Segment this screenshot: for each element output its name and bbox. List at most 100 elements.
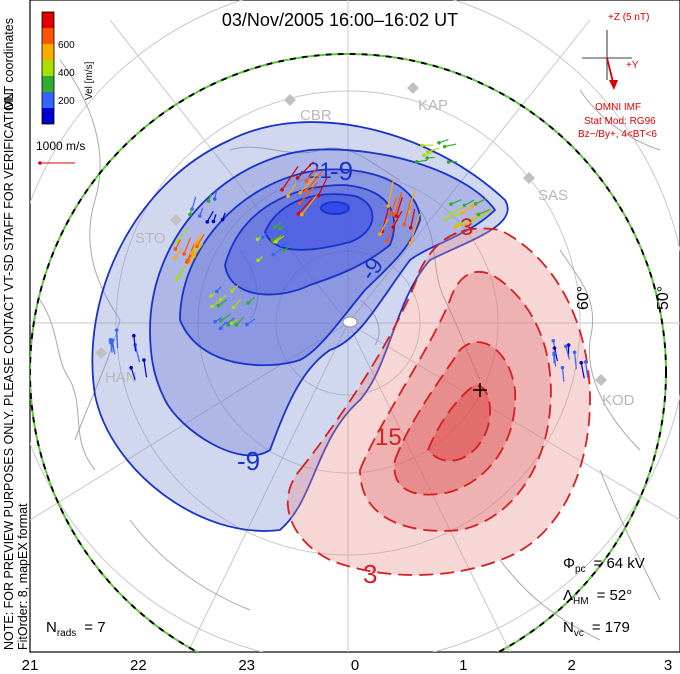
velocity-vector	[379, 218, 389, 235]
velocity-vector-origin	[132, 333, 136, 338]
velocity-vector	[191, 237, 199, 254]
velocity-vector	[444, 143, 457, 148]
velocity-vector-origin	[471, 217, 475, 222]
velocity-vector-origin	[402, 222, 407, 227]
fit-order-note: FitOrder: 8, mapEX format	[16, 503, 30, 650]
velocity-vector-origin	[209, 294, 213, 298]
velocity-vector-origin	[304, 179, 309, 183]
velocity-vector	[393, 191, 403, 216]
mlt-axis: 21 22 23 0 1 2 3	[22, 657, 673, 674]
velocity-vector	[133, 335, 137, 352]
velocity-vector-origin	[173, 255, 177, 260]
velocity-vector	[297, 161, 314, 179]
contour-label-pos-3: 3	[363, 559, 377, 589]
velocity-vector-origin	[425, 150, 430, 154]
velocity-vector-origin	[437, 140, 441, 145]
colorbar-tick-400: 400	[58, 68, 75, 79]
imf-source: OMNI IMF	[595, 102, 641, 113]
velocity-vector-origin	[229, 321, 234, 326]
velocity-vector-origin	[173, 247, 178, 251]
velocity-vector	[317, 176, 328, 196]
reference-vector-label: 1000 m/s	[36, 139, 85, 153]
velocity-vector-origin	[206, 199, 211, 204]
imf-condition: Bz−/By+, 4<BT<6	[578, 129, 657, 140]
velocity-vector	[183, 237, 192, 255]
velocity-vector-origin	[460, 210, 465, 215]
lat-label-60: 60°	[575, 286, 592, 310]
velocity-vector-origin	[443, 217, 448, 221]
velocity-vector-origin	[279, 243, 284, 247]
velocity-vector-origin	[175, 277, 179, 282]
velocity-vector-origin	[231, 305, 236, 310]
velocity-vector-origin	[212, 197, 217, 201]
velocity-vector	[305, 167, 318, 182]
velocity-vector-origin	[579, 360, 584, 365]
velocity-vector-origin	[551, 338, 556, 343]
velocity-vector	[478, 208, 491, 215]
plot-title: 03/Nov/2005 16:00–16:02 UT	[222, 10, 458, 30]
station-label-sas: SAS	[538, 187, 568, 204]
velocity-vector	[565, 346, 570, 360]
velocity-vector-origin	[462, 203, 467, 208]
velocity-colorbar: 600 400 200 Vel [m/s]	[41, 11, 95, 125]
velocity-vector-origin	[272, 225, 277, 229]
velocity-vector-origin	[456, 222, 460, 227]
velocity-vector-origin	[230, 289, 234, 293]
contour-label-neg-4: -9	[237, 446, 260, 476]
velocity-vector-origin	[281, 248, 286, 253]
velocity-vector	[176, 227, 189, 243]
velocity-vector-origin	[453, 225, 457, 229]
velocity-vector-origin	[182, 252, 186, 256]
velocity-vector	[475, 198, 487, 205]
velocity-vector	[191, 196, 197, 210]
velocity-vector	[461, 206, 475, 214]
velocity-vector-origin	[420, 143, 424, 148]
velocity-vector-origin	[300, 212, 304, 217]
station-markers: CBR KAP SAS STO HAN KOD	[95, 82, 635, 409]
velocity-vector	[427, 147, 439, 153]
velocity-vector-origin	[142, 358, 146, 362]
velocity-vector-origin	[177, 273, 182, 278]
imf-stat-mod: Stat Mod: RG96	[584, 116, 656, 127]
velocity-vector-origin	[256, 258, 260, 263]
velocity-vector-origin	[213, 319, 217, 324]
mlt-tick-label: 0	[351, 657, 359, 674]
velocity-vector-origin	[304, 188, 308, 193]
velocity-vector-origin	[552, 346, 557, 350]
velocity-vector	[464, 199, 475, 206]
velocity-vector-origin	[210, 304, 214, 309]
colorbar-seg-6	[42, 92, 54, 108]
velocity-vector-origin	[245, 322, 249, 327]
velocity-vector-origin	[583, 360, 588, 364]
velocity-vector-origin	[442, 144, 447, 149]
velocity-vectors	[108, 138, 589, 382]
velocity-vector-origin	[255, 237, 260, 242]
imf-z-label: +Z (5 nT)	[608, 12, 649, 23]
reference-vector-dot	[38, 161, 42, 165]
velocity-vector-origin	[298, 190, 302, 195]
imf-panel: +Z (5 nT) +Y OMNI IMF Stat Mod: RG96 Bz−…	[578, 12, 657, 140]
station-label-han: HAN	[105, 369, 137, 386]
velocity-vector	[281, 165, 299, 191]
velocity-vector	[390, 197, 398, 215]
coordinates-label: MLT coordinates	[2, 18, 16, 110]
velocity-vector-origin	[391, 225, 396, 229]
imf-vector-head	[609, 80, 618, 90]
velocity-vector-origin	[220, 217, 225, 222]
station-marker-kap	[407, 82, 419, 94]
stat-nrads: Nrads = 7	[46, 619, 106, 639]
velocity-vector	[410, 208, 416, 228]
velocity-vector-origin	[280, 187, 284, 192]
velocity-vector	[407, 190, 416, 213]
contour-label-pos-2: 15	[375, 424, 402, 451]
velocity-vector-origin	[378, 232, 382, 236]
velocity-vector-origin	[211, 219, 216, 224]
velocity-vector-origin	[129, 365, 133, 370]
velocity-vector-origin	[415, 160, 419, 164]
velocity-vector-origin	[385, 239, 390, 244]
colorbar-seg-3	[42, 44, 54, 60]
velocity-vector	[297, 197, 313, 215]
velocity-vector	[450, 205, 466, 214]
velocity-vector	[143, 359, 148, 378]
